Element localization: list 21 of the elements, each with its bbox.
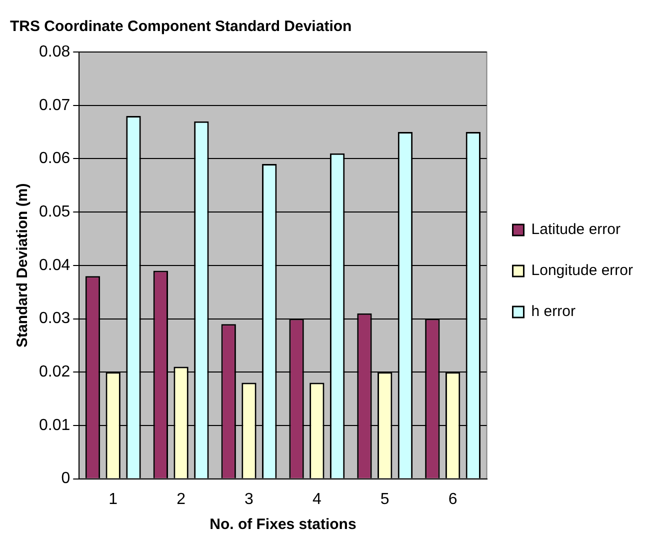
x-tick-label: 1 bbox=[108, 490, 118, 508]
y-tick-label: 0.08 bbox=[39, 43, 70, 60]
chart-title: TRS Coordinate Component Standard Deviation bbox=[10, 18, 352, 36]
legend-label: Latitude error bbox=[531, 221, 620, 238]
legend-label: Longitude error bbox=[531, 262, 634, 280]
y-tick-label: 0.05 bbox=[39, 203, 70, 220]
x-tick-label: 6 bbox=[448, 490, 458, 508]
y-tick-label: 0.07 bbox=[39, 96, 70, 114]
x-axis-title: No. of Fixes stations bbox=[210, 516, 356, 534]
y-tick-label: 0 bbox=[61, 470, 70, 488]
y-axis-title: Standard Deviation (m) bbox=[14, 183, 32, 348]
legend-label: h error bbox=[531, 303, 576, 320]
y-tick-label: 0.02 bbox=[39, 364, 70, 381]
y-tick-label: 0.01 bbox=[39, 416, 70, 434]
x-tick-label: 5 bbox=[380, 490, 390, 508]
y-tick-label: 0.03 bbox=[39, 310, 70, 328]
y-tick-label: 0.04 bbox=[39, 256, 70, 274]
x-tick-label: 4 bbox=[312, 490, 322, 508]
y-tick-label: 0.06 bbox=[39, 150, 70, 168]
x-tick-label: 3 bbox=[244, 490, 254, 508]
x-tick-label: 2 bbox=[176, 490, 186, 508]
